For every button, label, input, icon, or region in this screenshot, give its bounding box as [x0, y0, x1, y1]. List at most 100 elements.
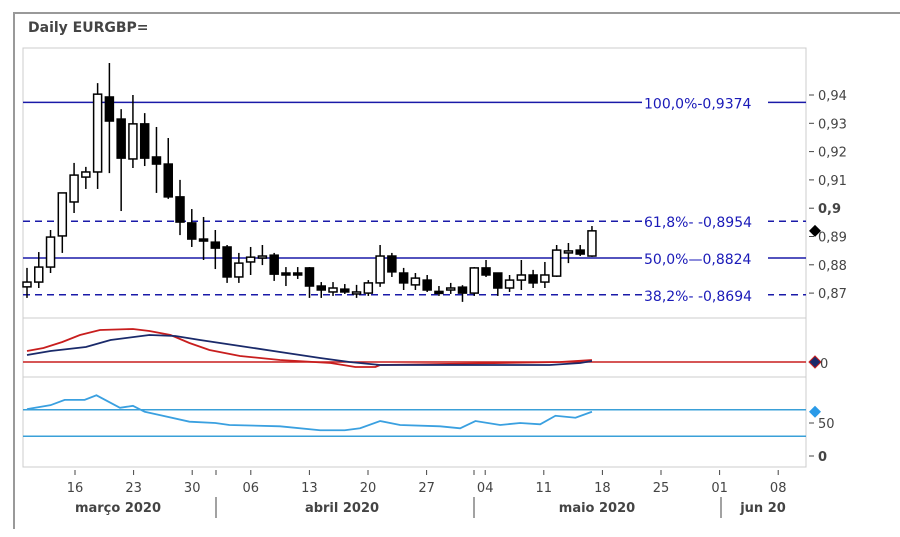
candle: [540, 261, 550, 289]
x-tick-label: 27: [418, 481, 435, 496]
candle-body: [493, 272, 503, 289]
x-tick-label: 25: [653, 481, 670, 496]
rsi-marker: [809, 405, 821, 418]
candle: [422, 274, 432, 292]
candle: [234, 252, 244, 283]
candle-body: [22, 281, 32, 288]
candle-body: [104, 96, 115, 122]
candle: [292, 267, 303, 279]
candle-body: [151, 156, 162, 165]
x-tick-label: 11: [536, 481, 553, 496]
candle: [22, 267, 32, 298]
x-tick-label: 30: [184, 481, 201, 496]
candle: [587, 226, 597, 257]
candle: [57, 192, 68, 253]
candle: [528, 269, 538, 289]
candle: [375, 244, 385, 287]
candle: [175, 179, 185, 236]
candle: [504, 274, 515, 292]
x-tick-label: 06: [243, 481, 260, 496]
y-tick-label: 0,9: [818, 202, 841, 217]
rsi-panel: [22, 376, 807, 468]
candle-body: [139, 123, 150, 159]
candle-body: [57, 192, 68, 237]
candle-body: [422, 279, 432, 291]
candle: [281, 267, 291, 287]
x-tick-label: 04: [477, 481, 494, 496]
candle-body: [292, 272, 303, 276]
candle-body: [528, 274, 538, 284]
month-label: jun 20: [739, 501, 786, 516]
candle: [269, 252, 279, 281]
candle: [81, 166, 91, 189]
candle: [139, 113, 150, 167]
candle-body: [328, 287, 338, 293]
candle-body: [304, 267, 315, 287]
candle-body: [387, 255, 397, 273]
candle-body: [316, 285, 326, 291]
candle-body: [551, 249, 562, 277]
candle: [551, 244, 562, 277]
macd-panel: [22, 317, 807, 378]
month-label: abril 2020: [305, 501, 379, 516]
candle: [363, 280, 374, 296]
candle-body: [210, 241, 221, 249]
candle-body: [245, 256, 256, 263]
y-tick-label: 0: [820, 357, 828, 372]
x-tick-label: 08: [770, 481, 787, 496]
candle-body: [410, 277, 421, 286]
candle-body: [163, 163, 173, 198]
y-tick-label: 0: [818, 450, 827, 465]
candle-body: [175, 196, 185, 223]
candle-body: [575, 249, 585, 255]
candle-body: [563, 250, 574, 254]
fib-label-bg: [642, 285, 768, 304]
candle: [516, 259, 527, 290]
month-label: maio 2020: [559, 501, 635, 516]
candle-body: [69, 174, 79, 203]
candle-body: [351, 291, 362, 295]
x-tick-label: 16: [67, 481, 84, 496]
fib-label-bg: [642, 93, 768, 112]
candle-body: [434, 290, 444, 295]
candle: [45, 229, 56, 274]
fib-label-bg: [642, 212, 768, 231]
x-tick-label: 18: [594, 481, 611, 496]
fib-label: 100,0%-0,9374: [644, 96, 752, 112]
candle: [304, 267, 315, 298]
month-label: março 2020: [75, 501, 161, 516]
candle: [34, 252, 44, 289]
candle: [316, 282, 326, 298]
candle-body: [257, 255, 268, 259]
y-tick-label: 0,87: [818, 287, 847, 302]
x-tick-label: 20: [360, 481, 377, 496]
x-tick-label: 01: [711, 481, 728, 496]
macd-marker: [808, 355, 822, 369]
candle: [92, 83, 103, 189]
candle-body: [504, 279, 515, 289]
candle: [187, 209, 197, 247]
candle: [104, 63, 115, 174]
candle: [151, 126, 162, 193]
fib-label: 50,0%—0,8824: [644, 252, 752, 268]
signal-line: [26, 334, 593, 366]
fib-label-bg: [642, 249, 768, 268]
y-tick-label: 0,92: [818, 146, 847, 161]
candle: [163, 138, 173, 199]
candle: [410, 273, 421, 290]
candle: [245, 246, 256, 275]
macd-line: [26, 328, 593, 368]
fib-label: 38,2%- -0,8694: [644, 289, 752, 305]
candle-body: [587, 230, 597, 257]
y-tick-label: 0,94: [818, 89, 847, 104]
x-tick-label: 23: [125, 481, 142, 496]
candle: [398, 267, 409, 290]
y-tick-label: 0,93: [818, 117, 847, 132]
candle-body: [398, 272, 409, 284]
fib-label: 61,8%- -0,8954: [644, 215, 752, 231]
candle-body: [445, 287, 456, 291]
candle-body: [281, 272, 291, 276]
candle: [198, 216, 209, 260]
